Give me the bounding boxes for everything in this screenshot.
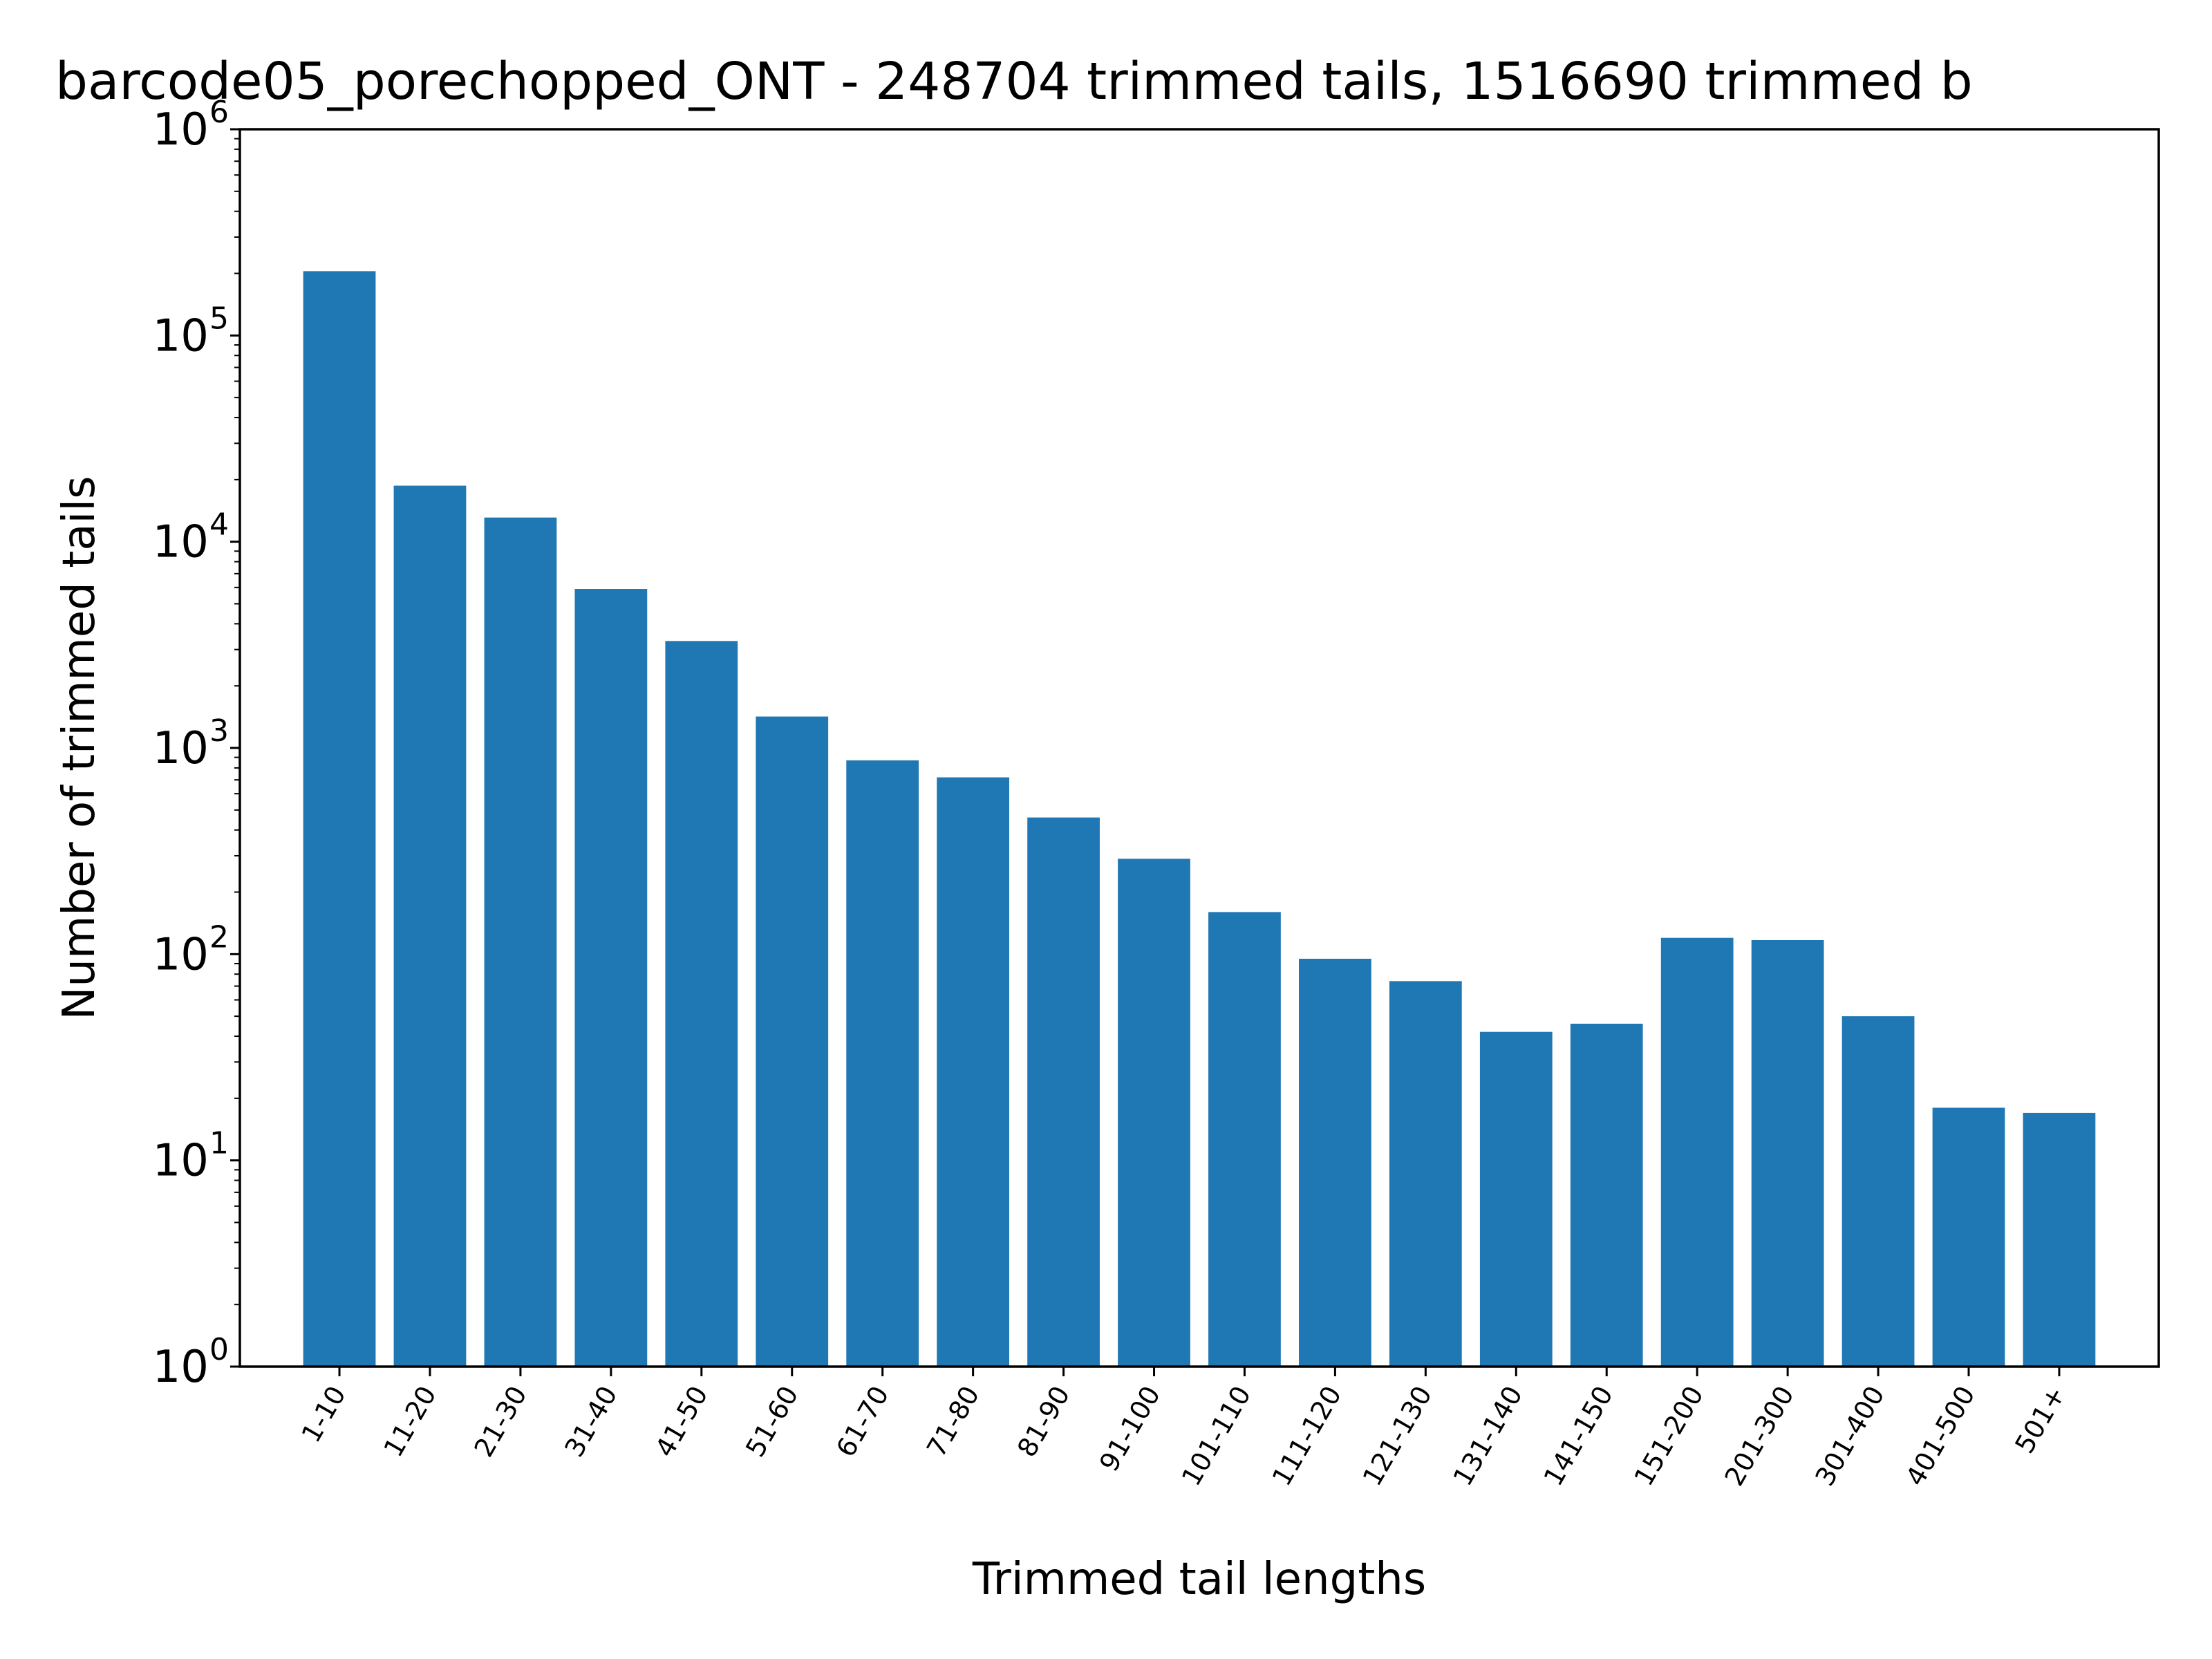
bar-91-100 — [1118, 859, 1190, 1367]
y-tick-exponent: 4 — [209, 507, 229, 543]
x-tick-label: 1-10 — [296, 1381, 352, 1448]
bar-151-200 — [1660, 937, 1734, 1367]
bar-401-500 — [1932, 1107, 2005, 1367]
bar-41-50 — [665, 641, 738, 1367]
x-tick-label: 121-130 — [1357, 1381, 1438, 1492]
bars-group — [303, 271, 2096, 1367]
plot-frame — [238, 128, 2160, 1368]
bar-61-70 — [846, 760, 919, 1367]
y-tick-label: 10 — [153, 1136, 209, 1187]
bar-201-300 — [1751, 939, 1824, 1367]
x-tick-label: 131-140 — [1447, 1381, 1528, 1492]
y-tick-exponent: 1 — [209, 1126, 229, 1161]
y-tick-label: 10 — [153, 929, 209, 980]
y-tick-label: 10 — [153, 1342, 209, 1393]
bar-21-30 — [484, 517, 557, 1367]
bar-121-130 — [1389, 981, 1462, 1367]
x-tick-label: 31-40 — [559, 1381, 623, 1463]
y-tick-exponent: 6 — [209, 95, 229, 130]
bar-301-400 — [1841, 1016, 1915, 1367]
bar-1-10 — [303, 271, 376, 1367]
y-tick-label: 10 — [153, 310, 209, 362]
x-tick-label: 61-70 — [830, 1381, 894, 1463]
chart-title: barcode05_porechopped_ONT - 248704 trimm… — [55, 52, 1973, 111]
x-axis-label: Trimmed tail lengths — [972, 1554, 1426, 1605]
bar-81-90 — [1027, 817, 1100, 1367]
y-tick-exponent: 5 — [209, 301, 229, 336]
x-tick-label: 51-60 — [740, 1381, 804, 1463]
x-tick-label: 21-30 — [468, 1381, 532, 1463]
bar-11-20 — [393, 485, 467, 1367]
x-tick-label: 81-90 — [1011, 1381, 1076, 1463]
bar-131-140 — [1479, 1031, 1553, 1367]
x-tick-label: 501+ — [2009, 1381, 2071, 1459]
x-tick-label: 201-300 — [1718, 1381, 1799, 1492]
y-tick-label: 10 — [153, 723, 209, 774]
x-tick-label: 301-400 — [1809, 1381, 1890, 1492]
bar-111-120 — [1299, 958, 1371, 1367]
bar-141-150 — [1570, 1023, 1643, 1367]
bar-71-80 — [937, 777, 1010, 1367]
x-tick-label: 141-150 — [1538, 1381, 1619, 1492]
x-tick-label: 101-110 — [1176, 1381, 1257, 1492]
y-tick-exponent: 2 — [209, 919, 229, 955]
y-tick-label: 10 — [153, 104, 209, 156]
x-tick-label: 151-200 — [1628, 1381, 1709, 1492]
bar-501+ — [2023, 1112, 2096, 1367]
x-tick-label: 11-20 — [377, 1381, 442, 1463]
y-axis-label: Number of trimmed tails — [54, 476, 105, 1020]
bar-101-110 — [1208, 912, 1281, 1367]
x-tick-label: 41-50 — [649, 1381, 713, 1463]
y-tick-exponent: 0 — [209, 1332, 229, 1367]
x-tick-label: 401-500 — [1900, 1381, 1980, 1492]
bar-31-40 — [574, 589, 648, 1367]
x-tick-label: 91-100 — [1094, 1381, 1166, 1477]
x-tick-label: 111-120 — [1266, 1381, 1347, 1492]
x-tick-label: 71-80 — [921, 1381, 985, 1463]
y-tick-exponent: 3 — [209, 713, 229, 749]
y-tick-label: 10 — [153, 517, 209, 568]
bar-51-60 — [756, 716, 829, 1367]
